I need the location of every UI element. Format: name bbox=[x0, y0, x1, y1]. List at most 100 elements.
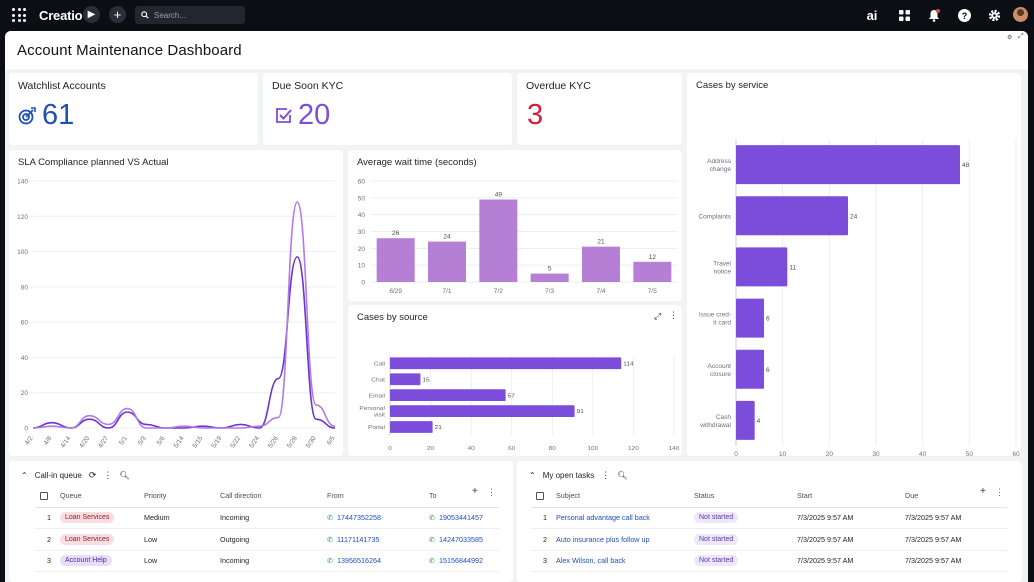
task-subject-link[interactable]: Alex Wilson, call back bbox=[556, 556, 626, 566]
x-tick-label: 40 bbox=[468, 446, 476, 451]
chart-title: Cases by source bbox=[357, 312, 428, 323]
bar bbox=[530, 273, 569, 282]
collapse-chevron-icon[interactable]: ⌃ bbox=[21, 471, 28, 480]
x-tick-label: 5/6 bbox=[156, 435, 167, 447]
series-line bbox=[32, 201, 336, 429]
refresh-icon[interactable]: ⟳ bbox=[88, 470, 97, 480]
kpi-card-watchlist[interactable]: Watchlist Accounts 61 bbox=[9, 73, 258, 145]
to-number[interactable]: 15156844992 bbox=[439, 556, 484, 566]
gear-icon bbox=[988, 9, 1000, 21]
data-label: 12 bbox=[649, 254, 657, 261]
to-number[interactable]: 19053441457 bbox=[439, 513, 484, 523]
x-tick-label: 7/3 bbox=[545, 288, 554, 295]
bar bbox=[428, 241, 466, 282]
more-icon[interactable]: ⋮ bbox=[669, 310, 678, 320]
category-label: it card bbox=[713, 320, 731, 327]
wait-svg: 0 10 20 30 40 50 60 26 6/29 24 7/1 49 7/2 5 7/3 21 7/4 12… bbox=[358, 179, 678, 295]
table-row[interactable]: 3 Account Help Low Incoming ✆ 13956516264… bbox=[35, 550, 499, 572]
x-tick-label: 60 bbox=[508, 446, 516, 451]
task-subject-link[interactable]: Personal advantage call back bbox=[556, 513, 650, 523]
queue-tag[interactable]: Loan Services bbox=[60, 512, 115, 524]
ai-copilot-button[interactable]: ai bbox=[864, 7, 880, 23]
col-queue[interactable]: Queue bbox=[55, 485, 139, 508]
from-number[interactable]: 13956516264 bbox=[337, 556, 382, 566]
category-label: withdrawal bbox=[699, 422, 731, 429]
col-to[interactable]: To bbox=[424, 485, 499, 508]
app-grid-icon[interactable] bbox=[12, 8, 26, 22]
table-header: Queue Priority Call direction From To bbox=[35, 485, 499, 508]
more-icon[interactable]: ⋮ bbox=[601, 470, 611, 480]
select-all-checkbox[interactable] bbox=[536, 492, 544, 501]
collapse-chevron-icon[interactable]: ⌃ bbox=[529, 471, 536, 480]
x-tick-label: 40 bbox=[919, 451, 927, 456]
data-label: 24 bbox=[443, 234, 451, 241]
notifications-button[interactable] bbox=[926, 7, 942, 23]
priority-cell: Low bbox=[139, 550, 215, 572]
run-process-button[interactable]: ▶ bbox=[83, 6, 100, 23]
chart-title: SLA Compliance planned VS Actual bbox=[18, 157, 169, 168]
to-cell[interactable]: ✆ 19053441457 bbox=[424, 507, 499, 529]
from-cell[interactable]: ✆ 17447352258 bbox=[322, 507, 424, 529]
x-tick-label: 20 bbox=[427, 446, 435, 451]
task-subject-link[interactable]: Auto insurance plus follow up bbox=[556, 534, 650, 544]
table-row[interactable]: 2 Auto insurance plus follow up Not star… bbox=[531, 528, 1007, 551]
svg-text:?: ? bbox=[961, 10, 967, 20]
direction-cell: Outgoing bbox=[215, 528, 322, 551]
status-cell: Not started bbox=[689, 507, 792, 529]
from-cell[interactable]: ✆ 11171141735 bbox=[322, 528, 424, 551]
add-button[interactable]: + bbox=[109, 6, 126, 23]
kpi-card-due-soon[interactable]: Due Soon KYC 20 bbox=[263, 73, 512, 145]
to-cell[interactable]: ✆ 15156844992 bbox=[424, 550, 499, 572]
row-number: 3 bbox=[35, 550, 55, 572]
col-direction[interactable]: Call direction bbox=[215, 485, 322, 508]
col-start[interactable]: Start bbox=[792, 485, 900, 508]
from-number[interactable]: 17447352258 bbox=[337, 513, 382, 523]
table-row[interactable]: 3 Alex Wilson, call back Not started 7/3… bbox=[531, 550, 1007, 572]
settings-small-icon[interactable]: ⚙ bbox=[1007, 35, 1013, 41]
data-label: 11 bbox=[789, 264, 796, 271]
row-number: 2 bbox=[531, 528, 551, 551]
start-cell: 7/3/2025 9:57 AM bbox=[792, 528, 900, 551]
settings-button[interactable] bbox=[986, 7, 1002, 23]
x-tick-label: 5/22 bbox=[229, 435, 242, 450]
from-number[interactable]: 11171141735 bbox=[337, 534, 380, 544]
search-input[interactable]: Search... bbox=[135, 6, 245, 24]
data-label: 6 bbox=[766, 316, 770, 323]
status-cell: Not started bbox=[689, 528, 792, 551]
kpi-card-overdue[interactable]: Overdue KYC 3 bbox=[517, 73, 682, 145]
expand-icon[interactable]: ⤢ bbox=[1018, 33, 1024, 40]
search-icon bbox=[141, 11, 149, 19]
phone-icon: ✆ bbox=[429, 513, 436, 523]
search-icon[interactable]: 🔍︎ bbox=[119, 471, 130, 480]
data-label: 21 bbox=[597, 239, 605, 246]
user-avatar[interactable] bbox=[1013, 7, 1028, 22]
x-tick-label: 0 bbox=[734, 451, 738, 456]
subject-cell[interactable]: Personal advantage call back bbox=[551, 507, 689, 529]
due-cell: 7/3/2025 9:57 AM bbox=[900, 528, 1007, 551]
help-button[interactable]: ? bbox=[956, 7, 972, 23]
queue-tag[interactable]: Loan Services bbox=[60, 533, 115, 545]
to-number[interactable]: 14247033585 bbox=[439, 534, 484, 544]
col-priority[interactable]: Priority bbox=[139, 485, 215, 508]
x-tick-label: 60 bbox=[1012, 451, 1020, 456]
chart-title: Cases by service bbox=[696, 80, 769, 91]
to-cell[interactable]: ✆ 14247033585 bbox=[424, 528, 499, 551]
select-all-checkbox[interactable] bbox=[40, 492, 48, 501]
col-from[interactable]: From bbox=[322, 485, 424, 508]
col-status[interactable]: Status bbox=[689, 485, 792, 508]
expand-icon[interactable]: ⤢ bbox=[654, 311, 662, 321]
apps-button[interactable] bbox=[896, 7, 912, 23]
search-icon[interactable]: 🔍︎ bbox=[617, 471, 628, 480]
table-row[interactable]: 1 Loan Services Medium Incoming ✆ 1744735… bbox=[35, 507, 499, 529]
col-subject[interactable]: Subject bbox=[551, 485, 689, 508]
table-row[interactable]: 1 Personal advantage call back Not start… bbox=[531, 507, 1007, 529]
from-cell[interactable]: ✆ 13956516264 bbox=[322, 550, 424, 572]
subject-cell[interactable]: Alex Wilson, call back bbox=[551, 550, 689, 572]
subject-cell[interactable]: Auto insurance plus follow up bbox=[551, 528, 689, 551]
col-due[interactable]: Due bbox=[900, 485, 1007, 508]
table-row[interactable]: 2 Loan Services Low Outgoing ✆ 1117114173… bbox=[35, 528, 499, 551]
queue-cell: Loan Services bbox=[55, 507, 139, 529]
status-badge: Not started bbox=[694, 555, 739, 567]
more-icon[interactable]: ⋮ bbox=[103, 470, 113, 480]
queue-tag[interactable]: Account Help bbox=[60, 555, 112, 567]
